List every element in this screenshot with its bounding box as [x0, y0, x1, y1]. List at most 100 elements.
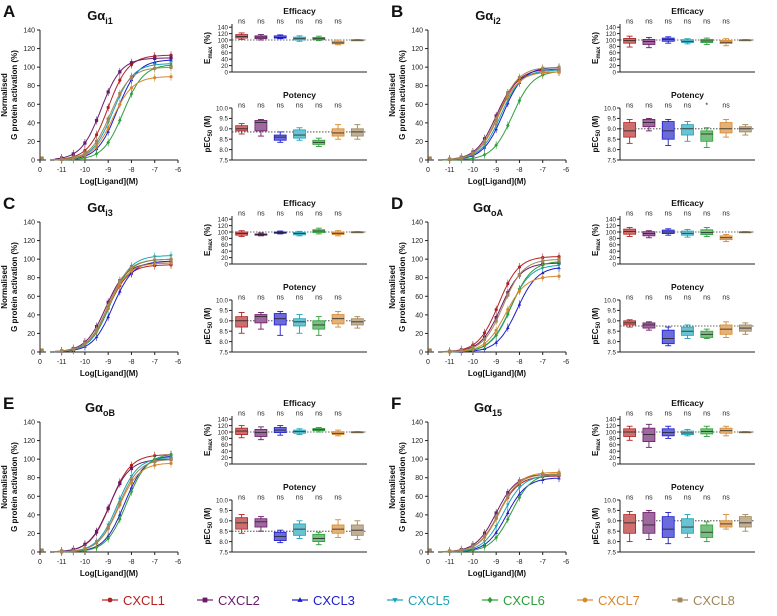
- y-tick-label: 20: [415, 139, 423, 146]
- efficacy-box-cxcl7: ns: [331, 211, 345, 237]
- efficacy-box-cxcl1: ns: [623, 411, 637, 441]
- box: [350, 128, 364, 137]
- curve-cxcl5: [54, 255, 171, 353]
- data-point: [494, 530, 498, 534]
- potency-box-cxcl3: ns: [273, 295, 287, 336]
- significance-label: ns: [257, 295, 265, 302]
- data-point: [494, 117, 498, 121]
- potency-y-tick-label: 9.5: [219, 116, 228, 123]
- data-point: [557, 274, 561, 278]
- legend-marker: [297, 597, 303, 602]
- data-point: [482, 341, 487, 346]
- x-tick-label: -7: [152, 167, 158, 174]
- efficacy-y-tick-label: 140: [606, 417, 617, 424]
- efficacy-title: Efficacy: [671, 198, 704, 208]
- efficacy-box-cxcl1: ns: [235, 211, 249, 237]
- x-tick-label: -9: [105, 559, 111, 566]
- curve-cxcl5: [54, 457, 172, 553]
- box: [254, 120, 268, 132]
- x-tick-label: -11: [445, 559, 455, 566]
- y-axis-title: NormalisedG protein activation (%): [0, 442, 19, 532]
- data-point: [557, 70, 561, 74]
- efficacy-y-tick-label: 140: [218, 417, 229, 424]
- y-axis-title: NormalisedG protein activation (%): [0, 50, 19, 140]
- efficacy-y-tick-label: 120: [606, 223, 617, 230]
- y-tick-label: 100: [23, 65, 35, 72]
- curve-cxcl3: [54, 260, 171, 353]
- efficacy-box-cxcl8: [738, 231, 752, 234]
- y-tick-label: 40: [415, 312, 423, 319]
- x-tick-label: -11: [57, 359, 67, 366]
- efficacy-y-tick-label: 100: [606, 229, 617, 236]
- data-point: [118, 78, 122, 82]
- curve-cxcl3: [442, 477, 560, 553]
- potency-y-tick-label: 7.5: [219, 349, 228, 356]
- potency-box-cxcl5: ns: [293, 103, 306, 141]
- significance-label: ns: [703, 211, 711, 218]
- potency-y-tick-label: 9.5: [607, 116, 616, 123]
- data-point: [517, 75, 522, 80]
- significance-label: ns: [315, 295, 323, 302]
- efficacy-y-tick-label: 20: [221, 255, 228, 262]
- data-point: [106, 303, 110, 308]
- efficacy-box-cxcl6: ns: [700, 211, 714, 237]
- data-point: [60, 157, 64, 161]
- potency-box-cxcl2: ns: [254, 103, 268, 137]
- panel-letter: D: [391, 194, 403, 213]
- data-point: [106, 140, 110, 145]
- x-tick-label: -7: [540, 359, 546, 366]
- y-tick-label: 20: [415, 531, 423, 538]
- y-tick-label: 40: [27, 512, 35, 519]
- efficacy-box-cxcl5: ns: [681, 211, 694, 238]
- significance-label: ns: [645, 495, 653, 502]
- efficacy-y-tick-label: 40: [609, 249, 616, 256]
- data-point: [118, 70, 122, 74]
- data-point: [506, 517, 510, 522]
- data-point: [557, 65, 561, 69]
- significance-label: ns: [334, 295, 342, 302]
- efficacy-y-tick-label: 120: [218, 223, 229, 230]
- data-point: [83, 341, 87, 346]
- potency-y-tick-label: 8.0: [219, 539, 228, 546]
- efficacy-title: Efficacy: [283, 198, 316, 208]
- data-point: [129, 477, 134, 482]
- y-tick-label: 60: [415, 102, 423, 109]
- data-point: [494, 319, 498, 323]
- data-point: [557, 472, 561, 476]
- significance-label: ns: [665, 295, 673, 302]
- box: [293, 129, 306, 139]
- box: [738, 516, 752, 528]
- curve-cxcl6: [442, 473, 560, 553]
- significance-label: ns: [238, 103, 246, 110]
- efficacy-y-axis-title: Emax (%): [591, 32, 602, 64]
- potency-y-axis-title: pEC50 (M): [591, 307, 602, 344]
- box: [235, 517, 249, 530]
- potency-box-cxcl1: ns: [235, 103, 249, 135]
- significance-label: ns: [277, 411, 285, 418]
- data-point: [428, 156, 432, 160]
- y-tick-label: 100: [23, 457, 35, 464]
- efficacy-y-tick-label: 40: [609, 57, 616, 64]
- efficacy-box-cxcl2: ns: [254, 411, 268, 441]
- data-point: [94, 151, 99, 156]
- x-tick-label: -8: [128, 167, 134, 174]
- efficacy-y-tick-label: 100: [218, 229, 229, 236]
- data-point: [482, 152, 487, 157]
- data-point: [494, 123, 498, 128]
- potency-y-tick-label: 7.5: [607, 157, 616, 164]
- box: [681, 124, 694, 136]
- y-tick-label: 40: [415, 120, 423, 127]
- significance-label: ns: [296, 495, 304, 502]
- legend-label: CXCL5: [408, 593, 450, 608]
- dose-response-curves: [428, 468, 561, 556]
- significance-label: ns: [645, 19, 653, 26]
- x-tick-label: -9: [493, 559, 499, 566]
- potency-box-cxcl8: [738, 124, 752, 136]
- significance-label: ns: [277, 495, 285, 502]
- dose-response-curves: [40, 51, 173, 164]
- data-point: [506, 123, 510, 128]
- y-axis-title: NormalisedG protein activation (%): [388, 50, 407, 140]
- data-point: [517, 486, 522, 490]
